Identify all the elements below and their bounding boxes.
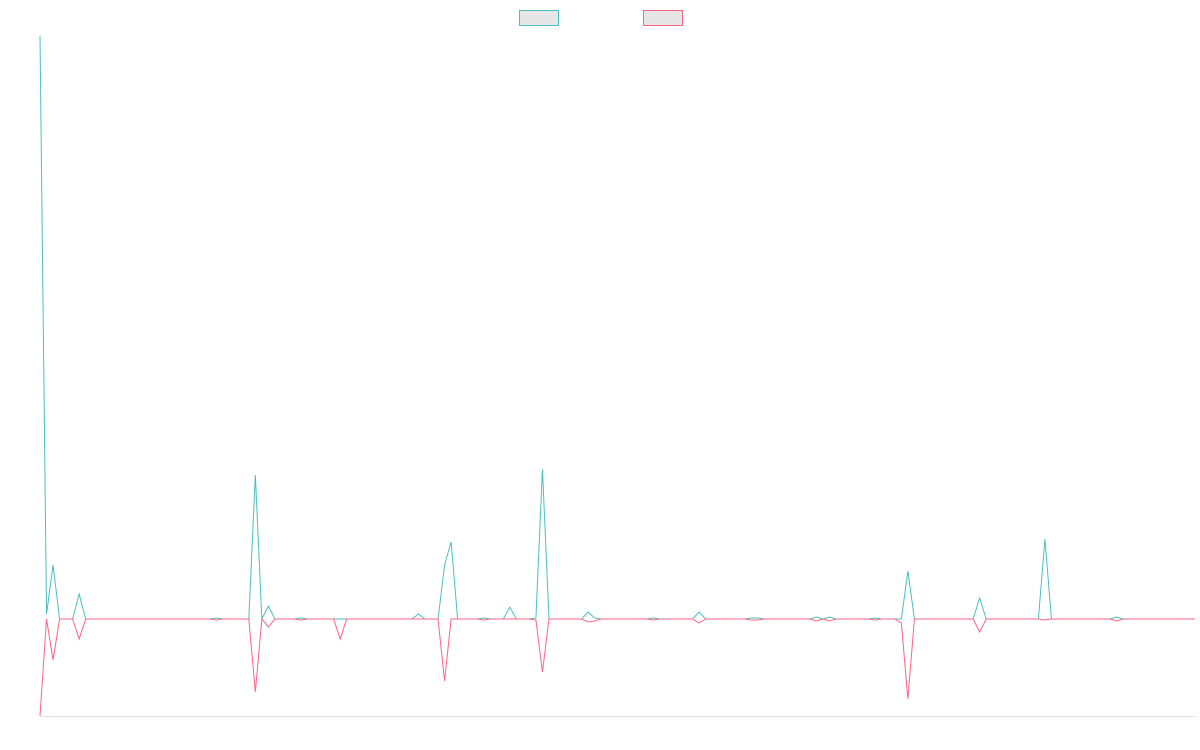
legend-swatch [519, 10, 559, 26]
line-series [39, 35, 1195, 621]
line-series [39, 617, 1195, 717]
legend-swatch [643, 10, 683, 26]
